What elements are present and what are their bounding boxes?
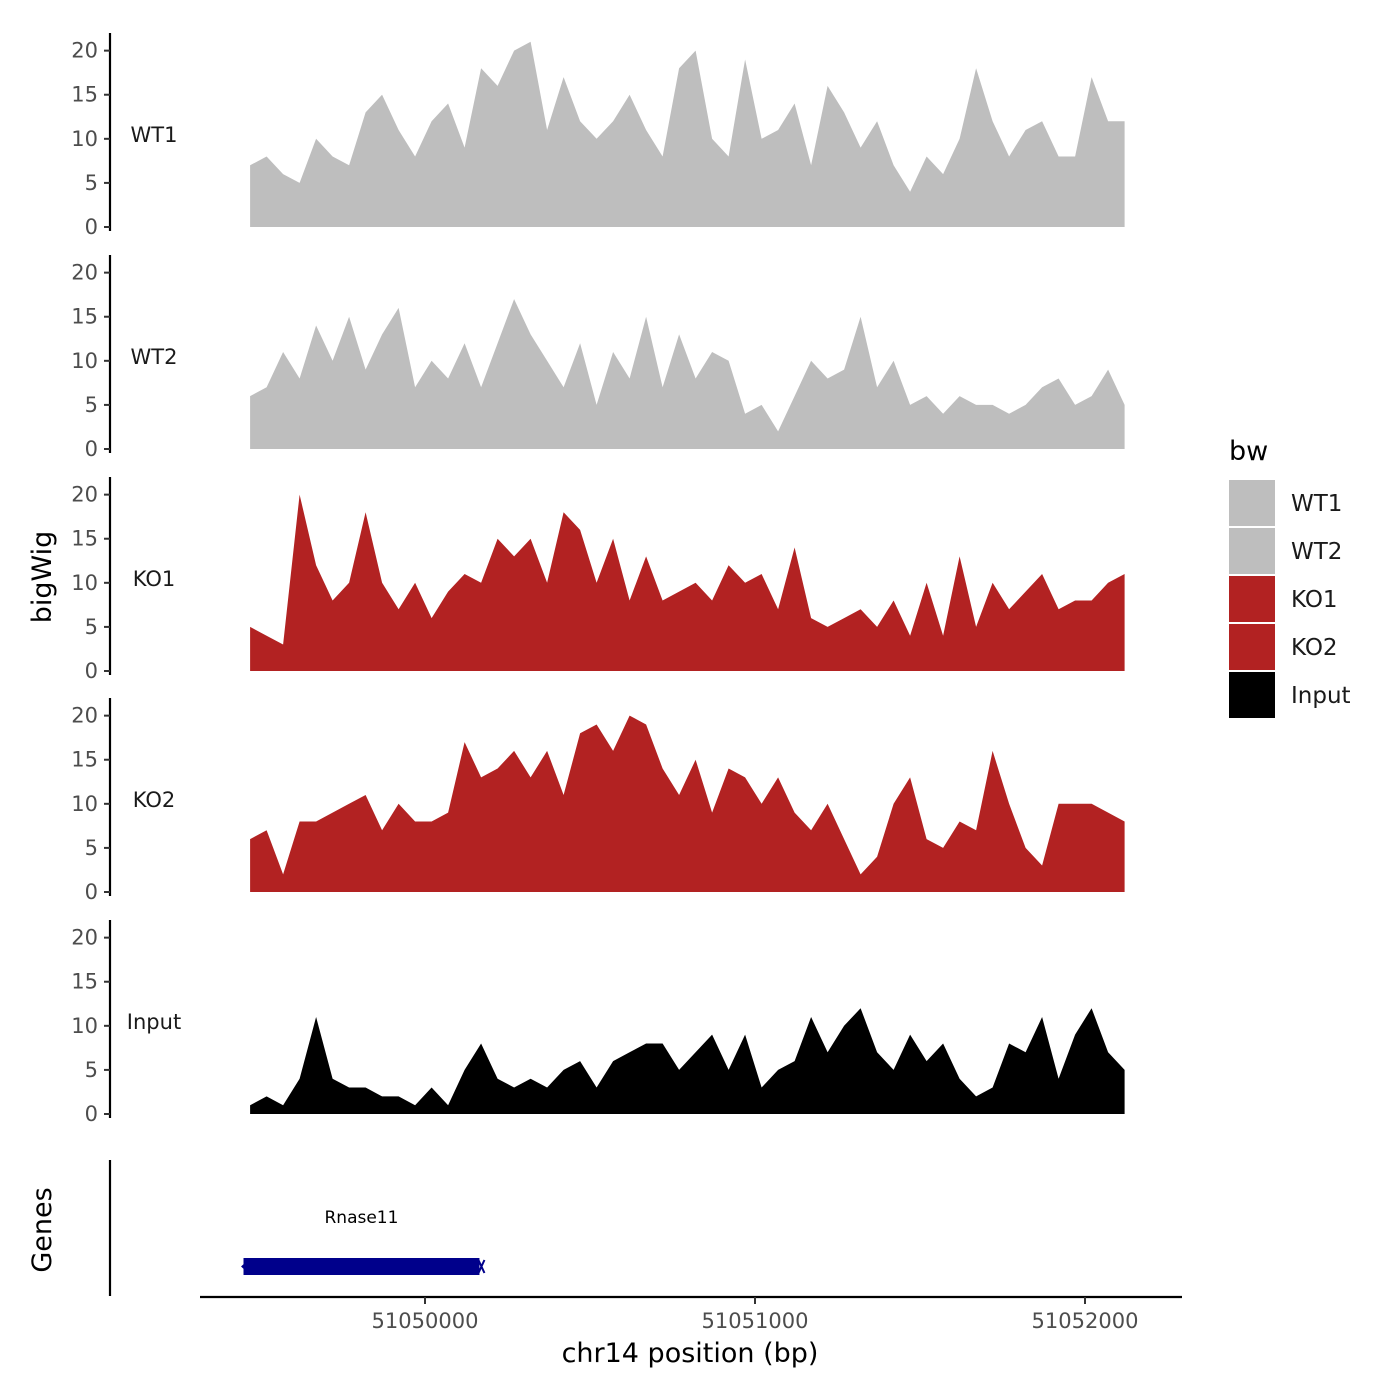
gene-end-icon xyxy=(477,1259,486,1274)
x-axis-title: chr14 position (bp) xyxy=(562,1338,819,1369)
y-tick-label: 10 xyxy=(71,127,98,151)
legend-item-ko1: KO1 xyxy=(1229,576,1338,622)
y-tick-label: 10 xyxy=(71,571,98,595)
gene-rnase11: Rnase11 xyxy=(241,1208,486,1275)
legend-swatch xyxy=(1229,528,1275,574)
track-input: 0 5 10 15 20 Input xyxy=(71,920,1125,1126)
gene-track: Genes Rnase11 xyxy=(27,1160,486,1296)
gene-body xyxy=(243,1258,480,1275)
y-tick-label: 5 xyxy=(85,393,98,417)
track-ko1: 0 5 10 15 20 KO1 xyxy=(71,477,1125,683)
legend-item-wt2: WT2 xyxy=(1229,528,1342,574)
y-tick-label: 5 xyxy=(85,836,98,860)
y-tick-label: 0 xyxy=(85,437,98,461)
legend-label: KO2 xyxy=(1291,635,1338,661)
y-tick-label: 20 xyxy=(71,39,98,63)
gene-features: Rnase11 xyxy=(241,1208,486,1275)
y-tick-label: 20 xyxy=(71,483,98,507)
track-label-ko1: KO1 xyxy=(133,567,176,591)
x-tick-label: 51052000 xyxy=(1032,1309,1139,1333)
track-label-wt1: WT1 xyxy=(131,123,178,147)
legend-label: WT1 xyxy=(1291,491,1342,517)
x-tick-label: 51050000 xyxy=(372,1309,479,1333)
y-tick-label: 10 xyxy=(71,1014,98,1038)
y-tick-label: 15 xyxy=(71,305,98,329)
y-tick-label: 15 xyxy=(71,83,98,107)
x-axis: 51050000 51051000 51052000 chr14 position … xyxy=(200,1295,1182,1369)
track-label-wt2: WT2 xyxy=(131,345,178,369)
y-tick-label: 15 xyxy=(71,748,98,772)
y-tick-label: 0 xyxy=(85,215,98,239)
y-tick-label: 15 xyxy=(71,527,98,551)
y-tick-label: 10 xyxy=(71,349,98,373)
legend-swatch xyxy=(1229,480,1275,526)
y-tick-label: 0 xyxy=(85,1102,98,1126)
area-ko1 xyxy=(250,494,1125,671)
legend-item-ko2: KO2 xyxy=(1229,624,1338,670)
y-tick-label: 0 xyxy=(85,659,98,683)
track-label-input: Input xyxy=(127,1010,181,1034)
track-label-ko2: KO2 xyxy=(133,788,176,812)
area-input xyxy=(250,1008,1125,1114)
x-ticks: 51050000 51051000 51052000 xyxy=(372,1297,1139,1333)
y-tick-label: 20 xyxy=(71,926,98,950)
track-wt2: 0 5 10 15 20 WT2 xyxy=(71,255,1125,461)
legend-items: WT1 WT2 KO1 KO2 Input xyxy=(1229,480,1351,718)
gene-track-title: Genes xyxy=(27,1187,58,1272)
legend: bw WT1 WT2 KO1 KO2 Input xyxy=(1229,436,1351,718)
y-tick-label: 20 xyxy=(71,261,98,285)
area-wt2 xyxy=(250,299,1125,449)
track-wt1: 0 5 10 15 20 WT1 xyxy=(71,33,1125,239)
area-ko2 xyxy=(250,715,1125,892)
y-tick-label: 5 xyxy=(85,615,98,639)
y-tick-label: 15 xyxy=(71,970,98,994)
legend-swatch xyxy=(1229,672,1275,718)
x-tick-label: 51051000 xyxy=(702,1309,809,1333)
y-tick-label: 10 xyxy=(71,792,98,816)
y-tick-label: 20 xyxy=(71,704,98,728)
legend-title: bw xyxy=(1229,436,1268,467)
legend-item-wt1: WT1 xyxy=(1229,480,1342,526)
legend-label: WT2 xyxy=(1291,539,1342,565)
strand-arrow-icon xyxy=(241,1259,251,1274)
track-ko2: 0 5 10 15 20 KO2 xyxy=(71,698,1125,904)
y-tick-label: 5 xyxy=(85,171,98,195)
legend-label: KO1 xyxy=(1291,587,1338,613)
area-wt1 xyxy=(250,41,1125,227)
coverage-tracks: 0 5 10 15 20 WT1 0 5 10 15 20 WT2 0 5 10 15 20 KO1 0 5 10 15 2… xyxy=(71,33,1125,1126)
y-axis-title: bigWig xyxy=(27,531,58,624)
legend-item-input: Input xyxy=(1229,672,1351,718)
gene-label: Rnase11 xyxy=(324,1208,398,1228)
legend-label: Input xyxy=(1291,683,1351,709)
legend-swatch xyxy=(1229,576,1275,622)
y-tick-label: 5 xyxy=(85,1058,98,1082)
legend-swatch xyxy=(1229,624,1275,670)
y-tick-label: 0 xyxy=(85,880,98,904)
